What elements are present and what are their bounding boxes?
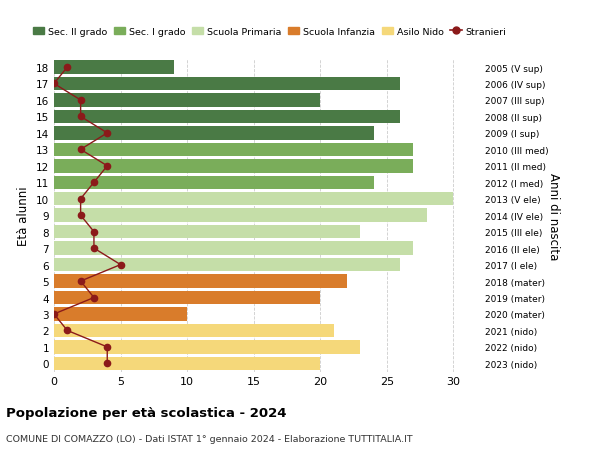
Bar — [54, 324, 334, 337]
Bar — [54, 111, 400, 124]
Bar — [54, 274, 347, 288]
Bar — [54, 357, 320, 370]
Y-axis label: Anni di nascita: Anni di nascita — [547, 172, 560, 259]
Bar — [54, 61, 174, 75]
Y-axis label: Età alunni: Età alunni — [17, 186, 31, 246]
Bar — [54, 308, 187, 321]
Bar — [54, 193, 454, 206]
Bar — [54, 291, 320, 305]
Bar — [54, 160, 413, 173]
Bar — [54, 176, 373, 190]
Legend: Sec. II grado, Sec. I grado, Scuola Primaria, Scuola Infanzia, Asilo Nido, Stran: Sec. II grado, Sec. I grado, Scuola Prim… — [29, 24, 510, 40]
Bar — [54, 242, 413, 255]
Bar — [54, 209, 427, 223]
Bar — [54, 258, 400, 272]
Bar — [54, 94, 320, 107]
Bar — [54, 143, 413, 157]
Text: COMUNE DI COMAZZO (LO) - Dati ISTAT 1° gennaio 2024 - Elaborazione TUTTITALIA.IT: COMUNE DI COMAZZO (LO) - Dati ISTAT 1° g… — [6, 434, 413, 443]
Text: Popolazione per età scolastica - 2024: Popolazione per età scolastica - 2024 — [6, 406, 287, 419]
Bar — [54, 127, 373, 140]
Bar — [54, 78, 400, 91]
Bar — [54, 341, 360, 354]
Bar — [54, 225, 360, 239]
